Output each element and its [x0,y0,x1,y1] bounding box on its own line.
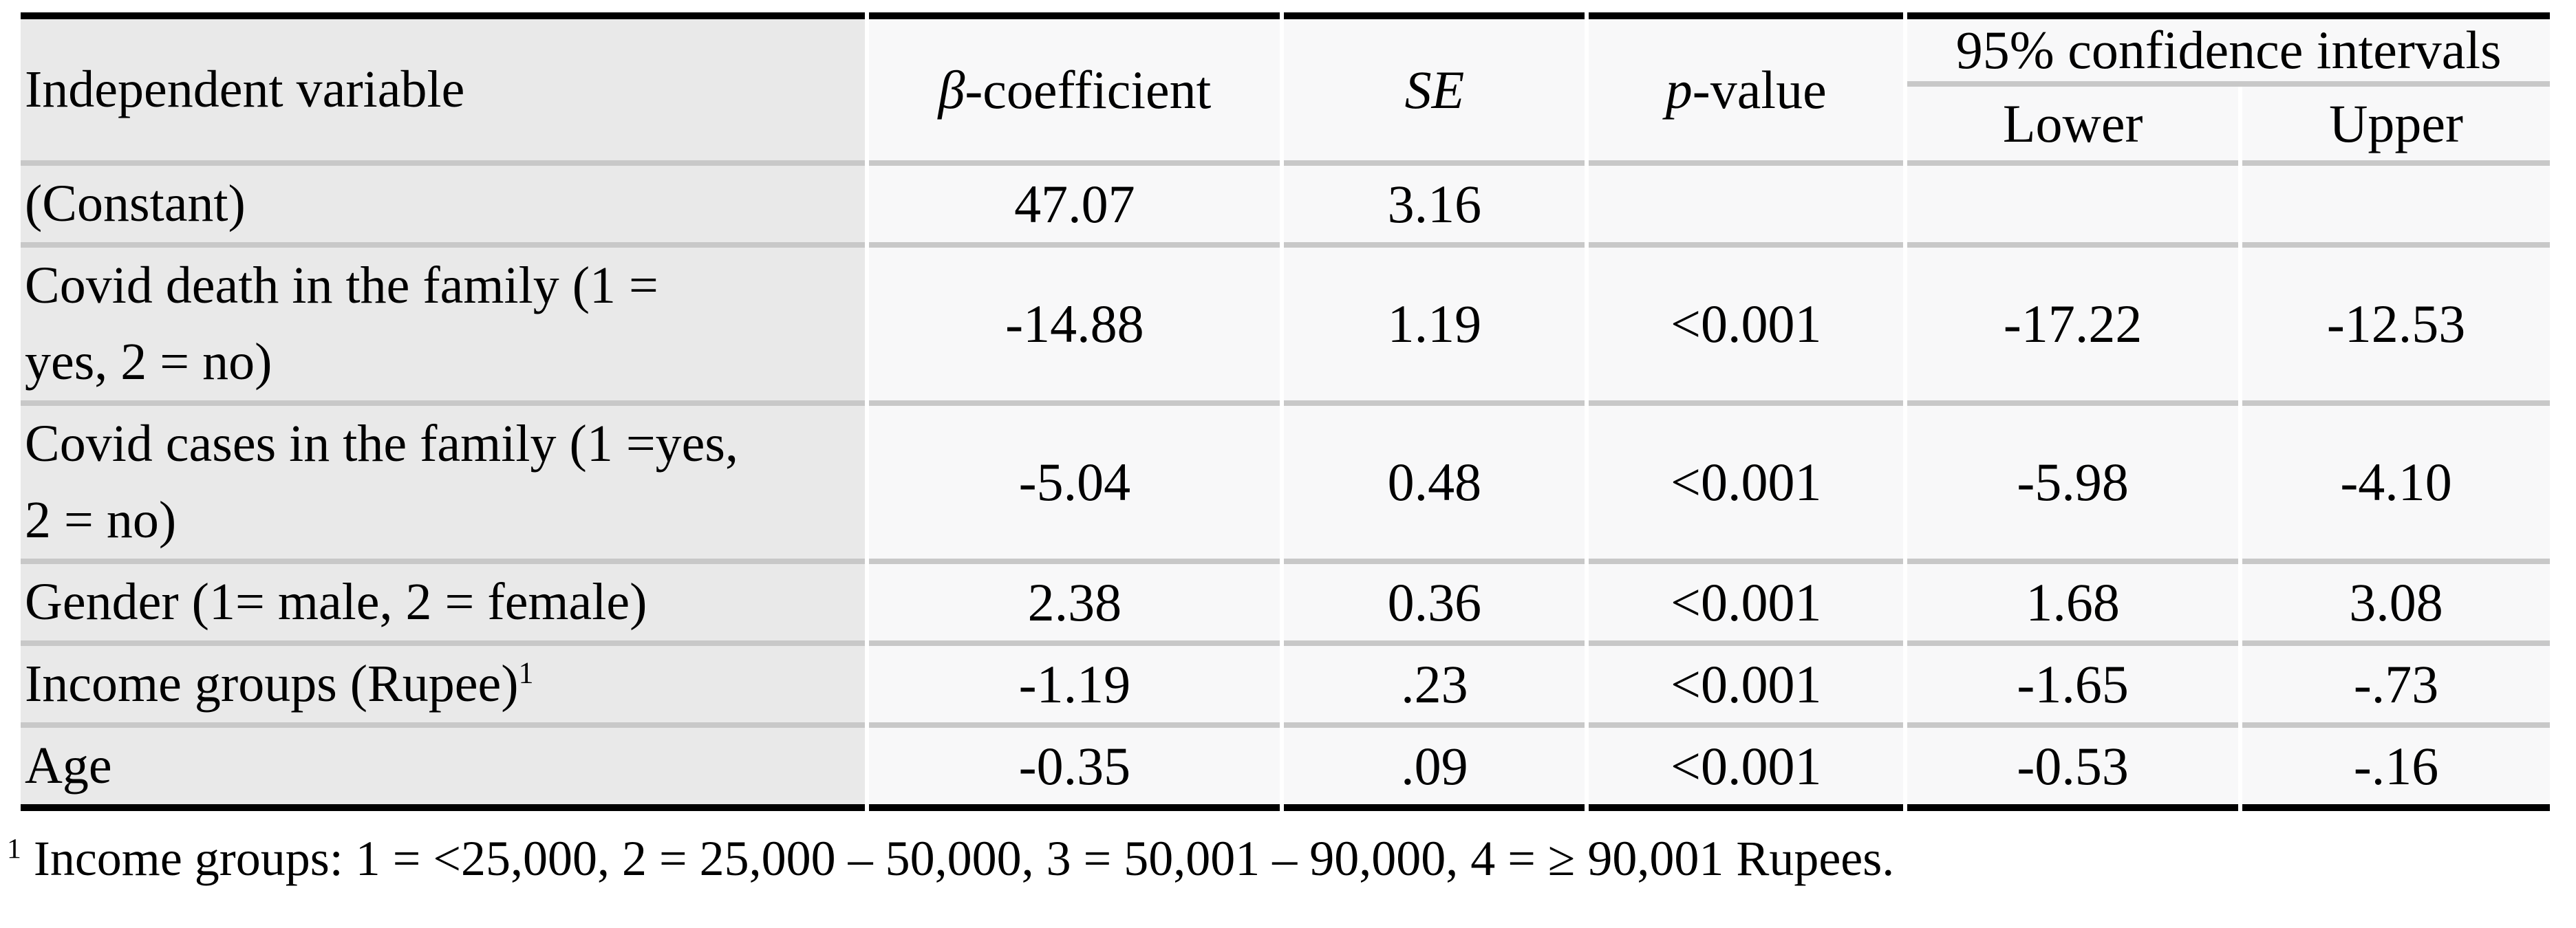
cell-p-value: <0.001 [1589,646,1904,728]
cell-ci-lower: -17.22 [1907,248,2239,406]
cell-p-value: <0.001 [1589,406,1904,564]
beta-suffix: -coefficient [965,59,1212,120]
table-row-covid-cases: Covid cases in the family (1 =yes, 2 = n… [21,406,2550,564]
cell-ci-lower [1907,166,2239,248]
cell-beta: 2.38 [869,564,1280,646]
column-header-independent-variable: Independent variable [21,12,866,166]
cell-ci-upper: -.16 [2242,728,2550,811]
variable-text: Income groups (Rupee) [25,655,519,713]
table-row-gender: Gender (1= male, 2 = female) 2.38 0.36 <… [21,564,2550,646]
cell-ci-upper: -.73 [2242,646,2550,728]
cell-se: 1.19 [1284,248,1585,406]
cell-se: 3.16 [1284,166,1585,248]
cell-ci-upper [2242,166,2550,248]
cell-p-value: <0.001 [1589,564,1904,646]
cell-se: .09 [1284,728,1585,811]
cell-ci-lower: -1.65 [1907,646,2239,728]
cell-se: 0.48 [1284,406,1585,564]
cell-ci-upper: -12.53 [2242,248,2550,406]
table-row-income-groups: Income groups (Rupee)1 -1.19 .23 <0.001 … [21,646,2550,728]
beta-symbol: β [938,59,965,120]
footnote-marker: 1 [518,656,534,690]
cell-variable: Covid cases in the family (1 =yes, 2 = n… [21,406,866,564]
cell-beta: -14.88 [869,248,1280,406]
cell-variable: Gender (1= male, 2 = female) [21,564,866,646]
cell-se: 0.36 [1284,564,1585,646]
cell-ci-lower: -5.98 [1907,406,2239,564]
column-header-lower: Lower [1907,87,2239,166]
column-header-p-value: p-value [1589,12,1904,166]
header-row-2: Lower Upper [21,87,2550,166]
cell-ci-upper: -4.10 [2242,406,2550,564]
cell-variable: Covid death in the family (1 = yes, 2 = … [21,248,866,406]
cell-p-value: <0.001 [1589,248,1904,406]
cell-variable: (Constant) [21,166,866,248]
column-header-beta-coefficient: β-coefficient [869,12,1280,166]
table-row-age: Age -0.35 .09 <0.001 -0.53 -.16 [21,728,2550,811]
column-header-upper: Upper [2242,87,2550,166]
cell-ci-lower: -0.53 [1907,728,2239,811]
cell-p-value [1589,166,1904,248]
header-row-1: Independent variable β-coefficient SE p-… [21,12,2550,166]
p-symbol: p [1665,59,1693,120]
cell-se: .23 [1284,646,1585,728]
cell-ci-upper: 3.08 [2242,564,2550,646]
footnote-superscript: 1 [7,833,21,865]
cell-variable: Income groups (Rupee)1 [21,646,866,728]
column-header-confidence-intervals-group: 95% confidence intervals [1907,12,2550,87]
cell-variable: Age [21,728,866,811]
cell-p-value: <0.001 [1589,728,1904,811]
column-header-se: SE [1284,12,1585,166]
cell-beta: -5.04 [869,406,1280,564]
table-row-constant: (Constant) 47.07 3.16 [21,166,2550,248]
p-suffix: -value [1692,59,1827,120]
regression-table: Independent variable β-coefficient SE p-… [17,12,2554,811]
cell-beta: 47.07 [869,166,1280,248]
cell-beta: -1.19 [869,646,1280,728]
cell-ci-lower: 1.68 [1907,564,2239,646]
table-row-covid-death: Covid death in the family (1 = yes, 2 = … [21,248,2550,406]
table-footnote: 1 Income groups: 1 = <25,000, 2 = 25,000… [7,829,2576,888]
footnote-text: Income groups: 1 = <25,000, 2 = 25,000 –… [21,831,1895,886]
cell-beta: -0.35 [869,728,1280,811]
